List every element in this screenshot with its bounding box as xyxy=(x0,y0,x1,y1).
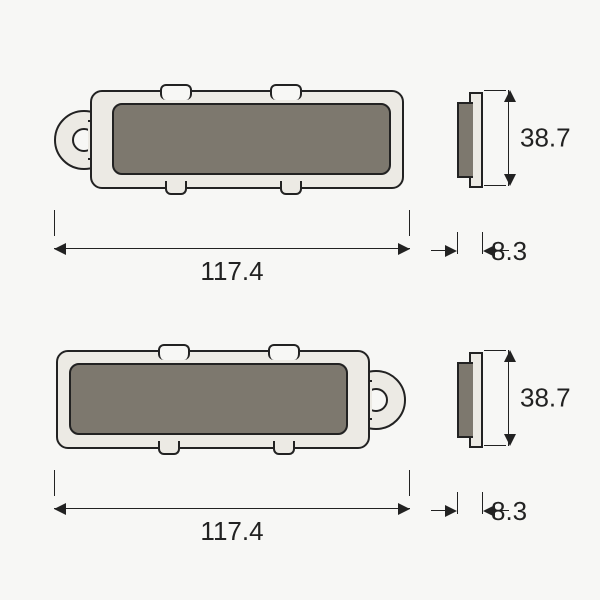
friction-pad xyxy=(112,103,391,175)
height-dimension: 38.7 xyxy=(502,350,542,446)
thickness-value: 8.3 xyxy=(491,236,527,267)
width-dimension: 117.4 xyxy=(54,230,410,270)
top-notch xyxy=(158,344,190,360)
height-dimension: 38.7 xyxy=(502,90,542,186)
pad1-side-view xyxy=(455,70,483,210)
bottom-tab xyxy=(165,181,187,195)
width-dimension: 117.4 xyxy=(54,490,410,530)
top-notch xyxy=(270,84,302,100)
height-value: 38.7 xyxy=(520,383,571,414)
bottom-tab xyxy=(158,441,180,455)
friction-edge xyxy=(457,362,473,438)
bottom-tab xyxy=(280,181,302,195)
top-notch xyxy=(268,344,300,360)
pad1-top-view xyxy=(50,70,410,210)
friction-edge xyxy=(457,102,473,178)
pad2-top-view xyxy=(50,330,410,470)
height-value: 38.7 xyxy=(520,123,571,154)
thickness-value: 8.3 xyxy=(491,496,527,527)
pad2-side-view xyxy=(455,330,483,470)
drawing-stage: 38.7 117.4 8.3 38.7 117.4 8.3 xyxy=(0,0,600,600)
top-notch xyxy=(160,84,192,100)
friction-pad xyxy=(69,363,348,435)
width-value: 117.4 xyxy=(200,256,263,287)
thickness-dimension: 8.3 xyxy=(457,248,483,288)
width-value: 117.4 xyxy=(200,516,263,547)
bottom-tab xyxy=(273,441,295,455)
thickness-dimension: 8.3 xyxy=(457,508,483,548)
